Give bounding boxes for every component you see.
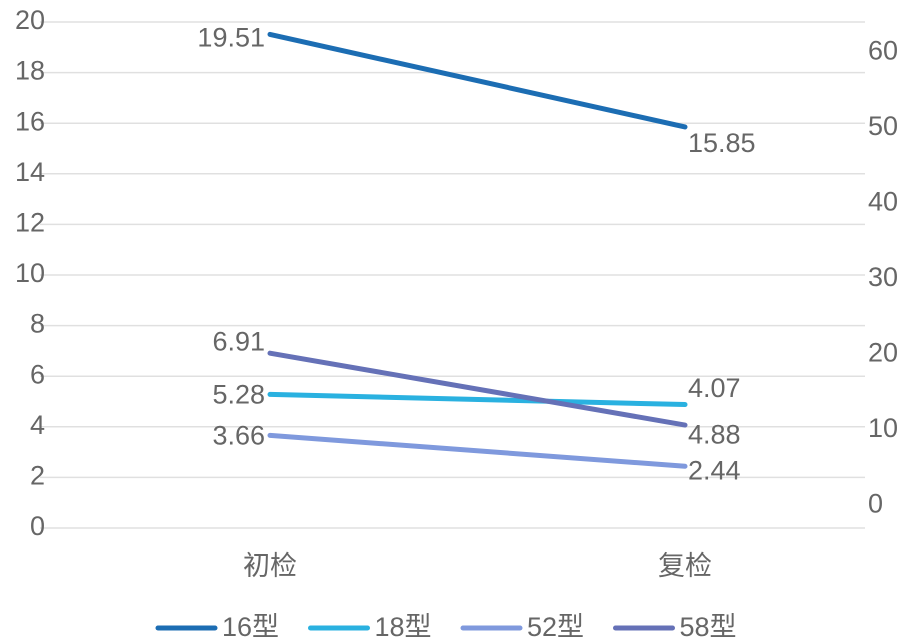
data-label: 19.51 — [197, 23, 265, 53]
data-label: 6.91 — [212, 326, 265, 356]
line — [267, 31, 688, 130]
legend-label: 52型 — [527, 612, 584, 642]
legend-label: 18型 — [375, 612, 432, 642]
y-tick-label: 0 — [30, 511, 45, 541]
legend-label: 58型 — [680, 612, 737, 642]
data-label: 5.28 — [212, 380, 265, 410]
y-tick-label: 14 — [15, 157, 45, 187]
y-tick-label: 6 — [30, 359, 45, 389]
y2-tick-label: 0 — [868, 488, 883, 518]
y-tick-label: 4 — [30, 410, 45, 440]
data-label: 15.85 — [688, 128, 756, 158]
y2-tick-label: 30 — [868, 262, 898, 292]
y-tick-label: 8 — [30, 309, 45, 339]
y-tick-label: 12 — [15, 208, 45, 238]
x-tick-label: 初检 — [243, 551, 297, 581]
data-label: 2.44 — [688, 455, 741, 485]
y2-tick-label: 50 — [868, 111, 898, 141]
y2-tick-label: 60 — [868, 35, 898, 65]
y2-tick-label: 40 — [868, 186, 898, 216]
y2-tick-label: 10 — [868, 413, 898, 443]
legend-label: 16型 — [222, 612, 279, 642]
y-tick-label: 16 — [15, 106, 45, 136]
x-tick-label: 复检 — [658, 551, 712, 581]
data-label: 4.88 — [688, 420, 741, 450]
y-tick-label: 2 — [30, 461, 45, 491]
y-tick-label: 10 — [15, 258, 45, 288]
line — [267, 432, 688, 469]
data-label: 4.07 — [688, 373, 741, 403]
y-tick-label: 20 — [15, 5, 45, 35]
line — [267, 391, 688, 408]
y2-tick-label: 20 — [868, 337, 898, 367]
line — [267, 350, 688, 428]
data-label: 3.66 — [212, 421, 265, 451]
y-tick-label: 18 — [15, 56, 45, 86]
